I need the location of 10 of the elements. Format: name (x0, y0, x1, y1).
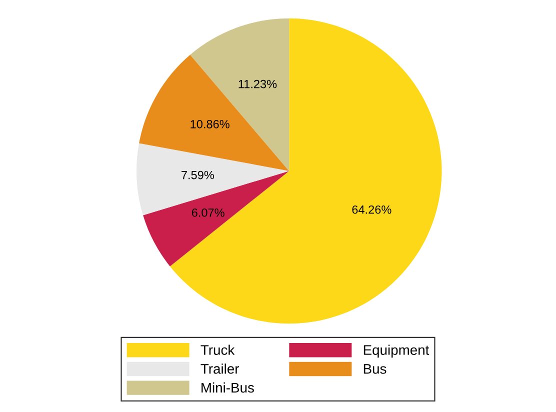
data-label: 11.23% (238, 80, 277, 88)
data-label: 64.26% (352, 205, 392, 214)
legend-label: Bus (364, 364, 386, 374)
legend-label: Mini-Bus (202, 382, 254, 393)
data-label: 6.07% (192, 208, 224, 217)
data-label: 10.86% (190, 120, 230, 128)
legend-label: Equipment (364, 344, 430, 358)
legend-label: Trailer (200, 364, 240, 374)
legend-label: Truck (200, 344, 235, 355)
data-label: 7.59% (182, 170, 214, 180)
